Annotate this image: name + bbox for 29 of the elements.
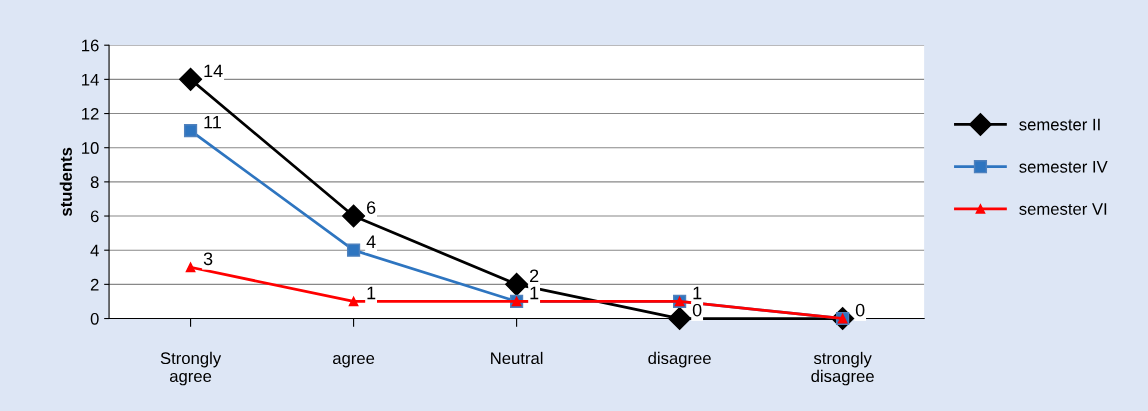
y-tick-label: 6 [90,210,99,223]
data-label: 0 [692,303,702,317]
y-axis-title: students [59,147,72,216]
legend-label: semester VI [1019,203,1107,215]
y-tick-label: 4 [90,244,99,257]
data-label: 4 [366,235,376,248]
y-tick-label: 8 [90,176,99,189]
data-label: 2 [530,269,539,283]
data-label: 1 [530,286,539,300]
y-tick-label: 14 [82,73,99,86]
data-label: 3 [203,252,213,266]
y-tick-label: 10 [82,142,99,154]
data-label: 11 [204,115,221,129]
x-tick-label: Strongly agree [160,351,222,386]
data-label: 1 [693,286,702,300]
data-label: 14 [204,64,223,78]
legend-label: semester IV [1019,161,1108,173]
y-tick-label: 16 [82,39,99,52]
data-label: 0 [855,303,865,317]
x-tick-label: disagree [648,351,711,368]
y-tick-label: 12 [82,107,99,120]
data-label: 1 [367,286,376,300]
x-tick-label: agree [332,354,375,368]
y-tick-label: 0 [90,312,99,325]
x-tick-label: strongly disagree [811,351,874,386]
legend-label: semester II [1019,118,1100,131]
y-tick-label: 2 [90,278,99,291]
x-tick-label: Neutral [491,351,543,365]
data-label: 6 [367,201,376,214]
